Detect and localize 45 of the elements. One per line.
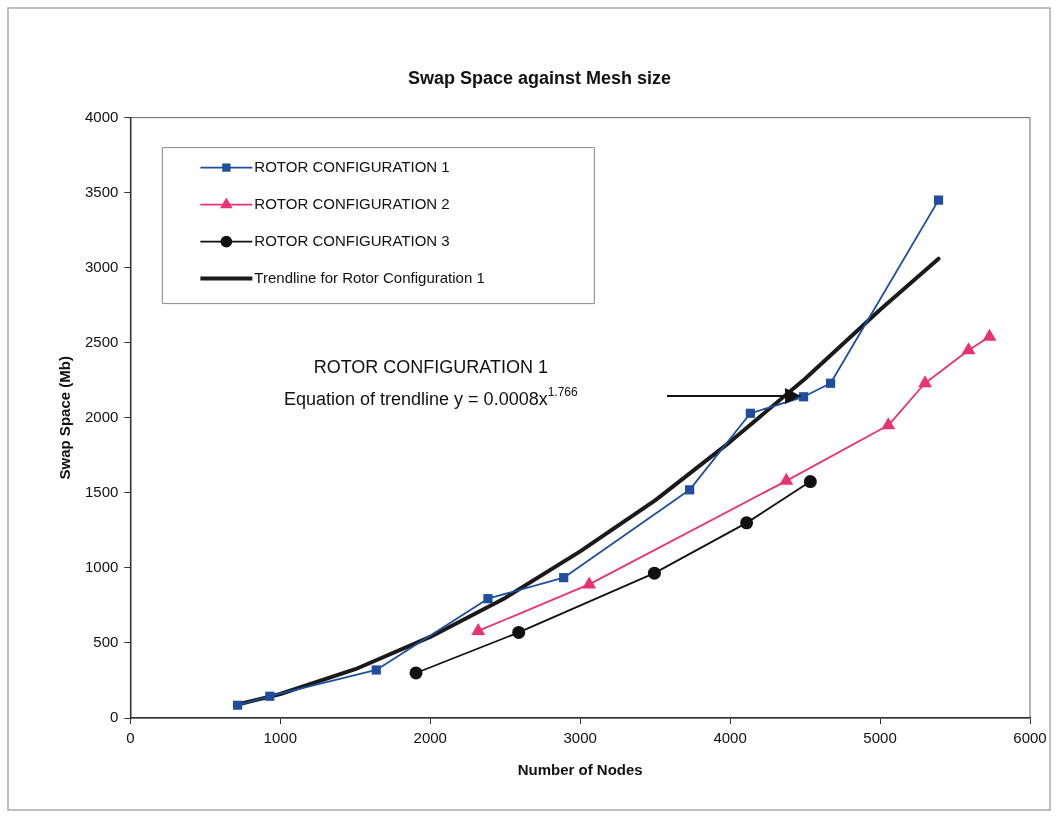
legend-label: ROTOR CONFIGURATION 3 <box>254 231 450 249</box>
y-tick-label: 0 <box>110 708 119 726</box>
annotation: ROTOR CONFIGURATION 1 <box>313 356 549 377</box>
point <box>799 392 809 402</box>
x-tick-label: 5000 <box>863 729 897 747</box>
point <box>409 666 423 680</box>
y-axis-title: Swap Space (Mb) <box>56 356 74 480</box>
point <box>512 625 526 639</box>
point <box>483 594 493 604</box>
x-axis-title: Number of Nodes <box>517 761 643 779</box>
point <box>779 472 794 485</box>
point <box>918 375 932 388</box>
y-tick-label: 500 <box>93 633 119 651</box>
x-tick-label: 3000 <box>563 729 597 747</box>
x-tick-label: 0 <box>126 729 135 747</box>
y-tick-label: 2500 <box>84 332 119 350</box>
y-tick-label: 1000 <box>84 558 119 576</box>
point <box>740 516 754 530</box>
chart-title: Swap Space against Mesh size <box>407 67 672 88</box>
x-tick-label: 6000 <box>1013 729 1047 747</box>
point <box>825 378 836 388</box>
point <box>803 475 817 489</box>
legend-label: ROTOR CONFIGURATION 1 <box>254 157 450 175</box>
point <box>961 342 976 355</box>
point <box>265 691 275 701</box>
point <box>685 485 695 495</box>
point <box>647 566 661 580</box>
point <box>881 417 896 430</box>
point <box>582 576 597 589</box>
point <box>933 195 944 205</box>
y-tick-label: 1500 <box>84 482 119 500</box>
x-tick-label: 4000 <box>713 729 747 747</box>
x-tick-label: 2000 <box>413 729 447 747</box>
x-tick-label: 1000 <box>263 729 297 747</box>
y-tick-label: 4000 <box>84 107 119 125</box>
point <box>232 700 243 710</box>
point <box>982 328 997 341</box>
y-tick-label: 3000 <box>84 257 119 275</box>
point <box>559 573 569 583</box>
point <box>745 408 755 418</box>
y-tick-label: 2000 <box>84 407 119 425</box>
y-tick-label: 3500 <box>84 182 119 200</box>
point <box>371 665 381 675</box>
legend-label: Trendline for Rotor Configuration 1 <box>254 268 485 286</box>
legend-label: ROTOR CONFIGURATION 2 <box>254 194 450 212</box>
